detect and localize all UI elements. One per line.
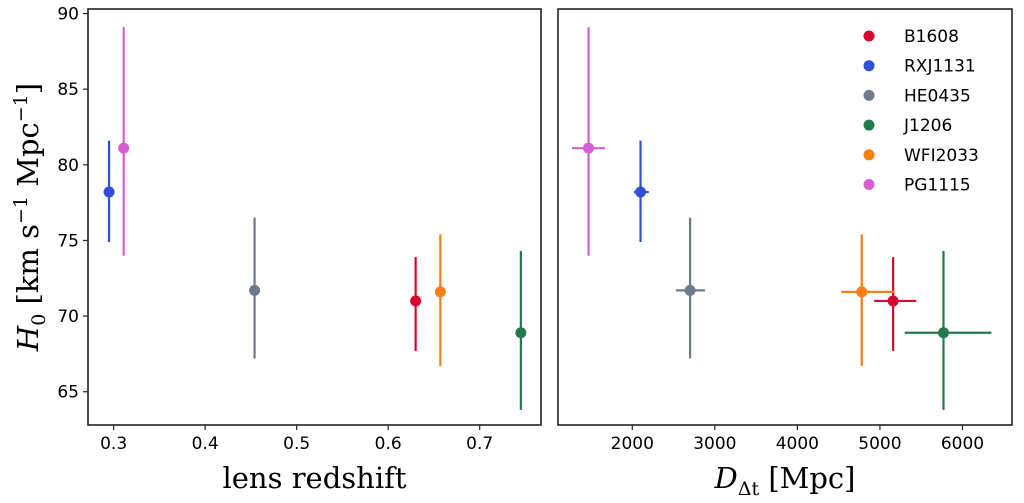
y-tick-label: 80 (57, 156, 79, 176)
legend-label: RXJ1131 (904, 57, 976, 77)
x-tick-label: 2000 (611, 434, 654, 454)
legend-item: J1206 (863, 116, 952, 136)
point-B1608 (874, 257, 917, 351)
x-tick-label: 4000 (776, 434, 819, 454)
point-RXJ1131 (103, 140, 115, 242)
x-label-subscript: Δt (738, 478, 760, 500)
point-J1206 (515, 251, 527, 410)
data-marker (249, 284, 261, 296)
point-B1608 (410, 257, 422, 351)
data-marker (887, 295, 899, 307)
data-marker (103, 186, 115, 198)
point-WFI2033 (434, 234, 446, 367)
data-marker (434, 286, 446, 298)
data-marker (410, 295, 422, 307)
legend-marker (863, 179, 875, 190)
x-axis-label: DΔt [Mpc] (714, 461, 856, 500)
legend-item: RXJ1131 (863, 57, 976, 77)
point-WFI2033 (841, 234, 895, 367)
point-RXJ1131 (633, 140, 649, 242)
legend-label: PG1115 (904, 176, 971, 196)
point-HE0435 (249, 217, 261, 359)
left-panel: 0.3 0.4 0.5 0.6 0.7 65 70 75 80 85 90 lens redshift… (10, 5, 542, 495)
x-tick-label: 0.4 (192, 434, 219, 454)
legend-item: HE0435 (863, 86, 971, 106)
point-HE0435 (676, 217, 705, 359)
data-marker (515, 327, 527, 339)
x-tick-label: 0.3 (100, 434, 127, 454)
data-marker (856, 286, 868, 298)
x-label-unit: [Mpc] (759, 461, 855, 495)
legend-label: B1608 (904, 27, 959, 47)
data-marker (118, 142, 130, 154)
plot-frame (557, 8, 1013, 426)
y-tick-label: 85 (57, 80, 79, 100)
right-panel: 2000 3000 4000 5000 6000 DΔt [Mpc] B1608 RXJ113… (557, 8, 1013, 500)
y-tick-label: 70 (57, 307, 79, 327)
legend-marker (863, 60, 875, 72)
legend-item: WFI2033 (863, 146, 979, 166)
point-PG1115 (572, 27, 606, 256)
legend-marker (863, 30, 875, 42)
x-tick-label: 0.5 (283, 434, 310, 454)
x-tick-label: 3000 (693, 434, 736, 454)
legend-label: WFI2033 (904, 146, 979, 166)
legend-item: PG1115 (863, 176, 971, 196)
legend: B1608 RXJ1131 HE0435 J1206 WFI2033 PG1115 (863, 27, 979, 196)
legend-item: B1608 (863, 27, 959, 47)
data-marker (684, 284, 696, 296)
x-tick-label: 0.6 (375, 434, 402, 454)
y-tick-label: 75 (57, 231, 79, 251)
y-axis-label: H0 [km s−1 Mpc−1] (10, 83, 50, 352)
data-marker (937, 327, 949, 339)
data-marker (583, 142, 595, 154)
plot-frame (87, 8, 542, 426)
legend-label: HE0435 (904, 86, 971, 106)
y-tick-label: 90 (57, 5, 79, 25)
legend-label: J1206 (903, 116, 952, 136)
data-marker (635, 186, 647, 198)
x-tick-label: 6000 (941, 434, 984, 454)
x-tick-label: 5000 (858, 434, 901, 454)
y-tick-label: 65 (57, 383, 79, 403)
point-J1206 (904, 251, 992, 410)
legend-marker (863, 149, 875, 161)
x-tick-label: 0.7 (466, 434, 493, 454)
legend-marker (863, 119, 875, 131)
x-axis-label: lens redshift (222, 461, 406, 495)
point-PG1115 (118, 27, 130, 256)
legend-marker (863, 89, 875, 101)
x-label-symbol: D (714, 461, 738, 495)
